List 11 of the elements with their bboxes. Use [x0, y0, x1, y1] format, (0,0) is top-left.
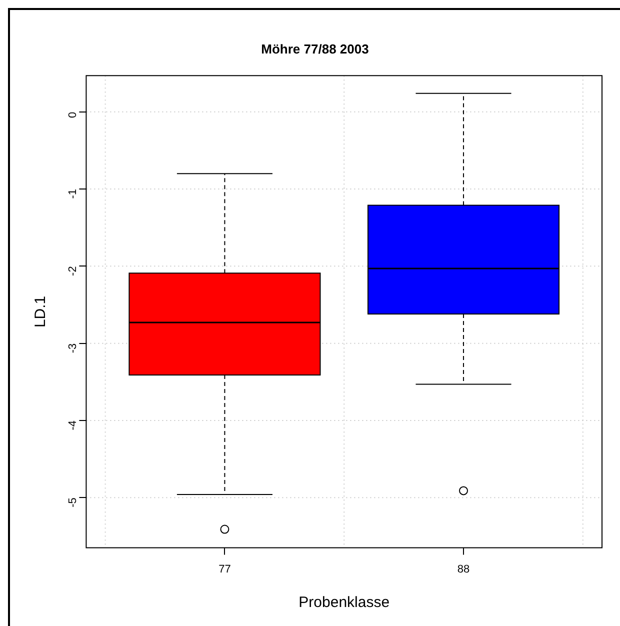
x-axis-title: Probenklasse — [298, 594, 390, 612]
y-tick-label: -2 — [67, 266, 80, 276]
y-axis-title: LD.1 — [32, 296, 50, 328]
y-tick-label: -4 — [67, 420, 80, 430]
chart-title: Möhre 77/88 2003 — [261, 41, 369, 56]
x-tick-label: 88 — [457, 563, 470, 576]
y-tick-label: -3 — [67, 343, 80, 354]
x-tick-label: 77 — [218, 563, 231, 576]
y-tick-label: -5 — [67, 498, 80, 508]
y-tick-label: -1 — [67, 189, 80, 199]
y-tick-label: 0 — [67, 112, 80, 118]
